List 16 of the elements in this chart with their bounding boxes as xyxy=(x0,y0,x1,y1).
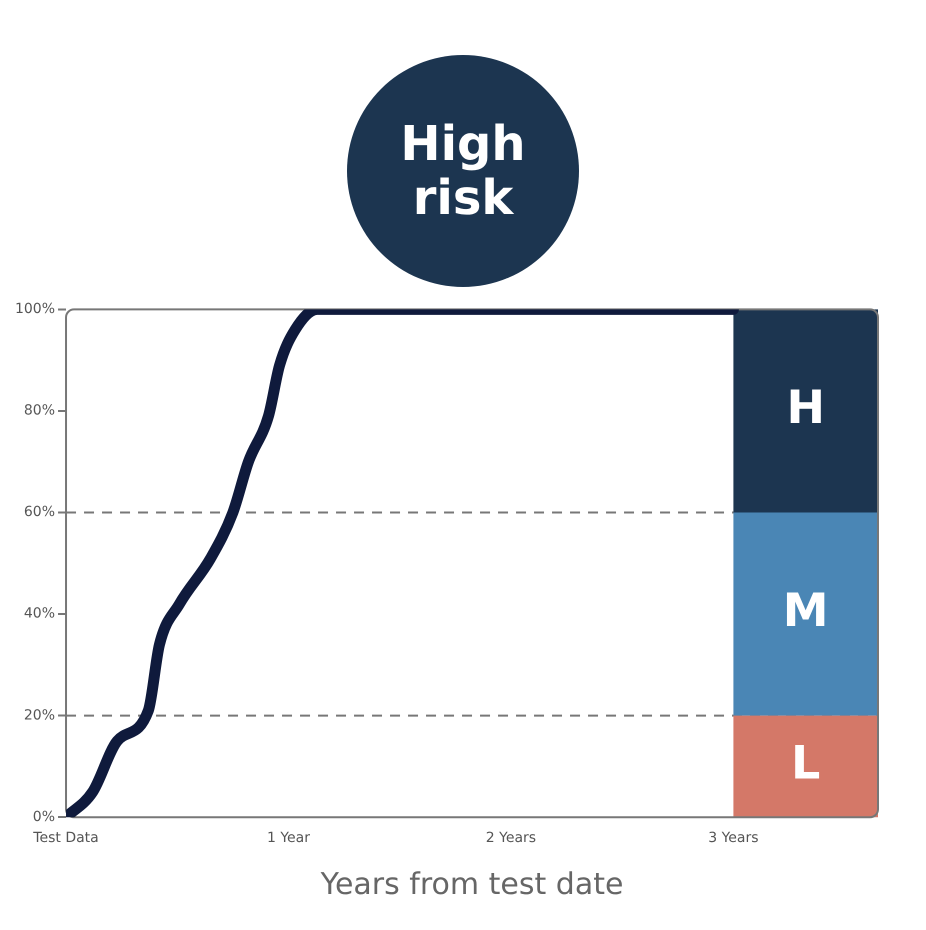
y-tick-label: 80% xyxy=(24,402,56,419)
band-label: L xyxy=(791,735,820,790)
x-tick-label: 1 Year xyxy=(266,830,310,846)
y-tick-label: 40% xyxy=(24,606,56,622)
x-tick-label: 2 Years xyxy=(486,830,536,846)
chart-title: High risk xyxy=(399,116,527,226)
y-tick-label: 20% xyxy=(24,707,56,724)
band-label: M xyxy=(782,583,829,638)
x-tick-label: 3 Years xyxy=(708,830,759,846)
x-tick-label: Test Data xyxy=(32,830,99,846)
y-tick-label: 100% xyxy=(14,301,56,318)
band-label: H xyxy=(786,380,825,434)
x-axis-title: Years from test date xyxy=(320,866,624,902)
y-tick-label: 0% xyxy=(32,808,56,825)
y-tick-label: 60% xyxy=(24,504,56,520)
circle-badge: High risk xyxy=(347,55,579,287)
